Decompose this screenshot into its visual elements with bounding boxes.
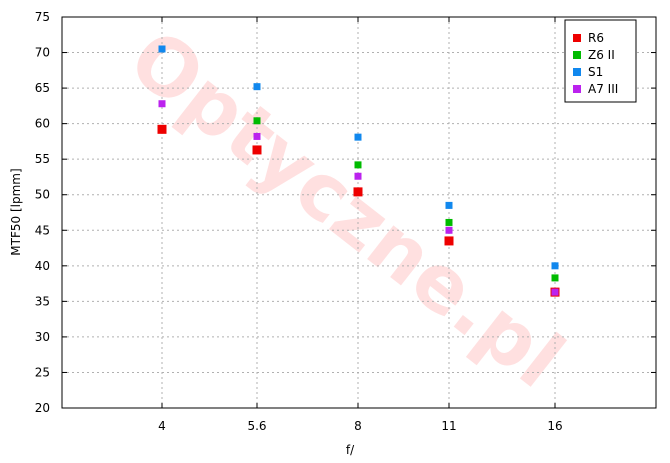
legend: R6 Z6 II S1 A7 III [564, 19, 637, 103]
point-a7-iii [445, 226, 453, 234]
x-tick-label: 5.6 [247, 419, 266, 433]
point-r6 [353, 187, 363, 197]
x-tick-label: 11 [441, 419, 456, 433]
y-tick-label: 25 [35, 365, 50, 379]
point-z6-ii [551, 274, 559, 282]
legend-label-z6-ii: Z6 II [588, 48, 615, 62]
x-tick-label: 16 [547, 419, 562, 433]
y-tick-label: 75 [35, 10, 50, 24]
point-a7-iii [551, 288, 559, 296]
y-tick-label: 70 [35, 46, 50, 60]
y-tick-label: 20 [35, 401, 50, 415]
legend-label-a7-iii: A7 III [588, 82, 618, 96]
y-tick-label: 65 [35, 81, 50, 95]
x-tick-label: 4 [158, 419, 166, 433]
plot-frame [61, 16, 657, 409]
legend-swatch-a7-iii [573, 85, 581, 93]
point-r6 [252, 145, 262, 155]
grid [62, 17, 656, 408]
point-a7-iii [158, 100, 166, 108]
point-a7-iii [354, 172, 362, 180]
point-s1 [445, 201, 453, 209]
point-a7-iii [253, 132, 261, 140]
point-s1 [158, 45, 166, 53]
point-s1 [253, 83, 261, 91]
y-tick-label: 30 [35, 330, 50, 344]
y-tick-label: 50 [35, 188, 50, 202]
legend-swatch-s1 [573, 68, 581, 76]
point-z6-ii [354, 161, 362, 169]
y-tick-label: 55 [35, 152, 50, 166]
y-tick-label: 60 [35, 117, 50, 131]
point-z6-ii [445, 218, 453, 226]
point-r6 [157, 124, 167, 134]
point-r6 [444, 236, 454, 246]
axis-ticks: 20 25 30 35 40 45 50 55 60 65 70 75 4 5.6 8 11 16 [35, 10, 656, 433]
y-tick-label: 40 [35, 259, 50, 273]
x-axis-label: f/ [346, 443, 355, 457]
point-s1 [551, 262, 559, 270]
data-points [157, 45, 560, 297]
legend-label-s1: S1 [588, 65, 603, 79]
y-tick-label: 45 [35, 223, 50, 237]
legend-label-r6: R6 [588, 31, 604, 45]
y-tick-label: 35 [35, 294, 50, 308]
point-z6-ii [253, 117, 261, 125]
legend-swatch-z6-ii [573, 51, 581, 59]
x-tick-label: 8 [354, 419, 362, 433]
point-s1 [354, 133, 362, 141]
y-axis-label: MTF50 [lpmm] [9, 168, 23, 255]
legend-swatch-r6 [573, 34, 581, 42]
